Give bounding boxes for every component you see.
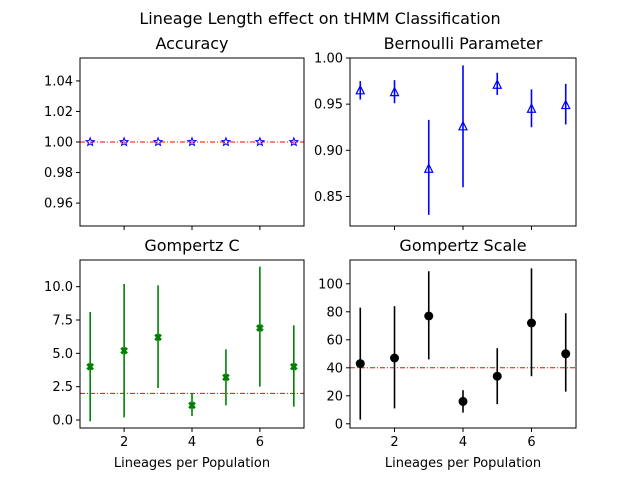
data-point bbox=[390, 353, 400, 363]
y-tick-label: 7.5 bbox=[52, 314, 73, 329]
x-tick-label: 4 bbox=[188, 435, 196, 450]
plot-frame bbox=[349, 57, 577, 227]
y-tick-label: 2.5 bbox=[52, 380, 73, 395]
y-tick-label: 5.0 bbox=[52, 347, 73, 362]
y-tick-label: 0.96 bbox=[44, 197, 73, 212]
panel-gompertz-scale: Gompertz Scale Lineages per Population 0… bbox=[318, 236, 577, 471]
data-point bbox=[222, 373, 230, 382]
y-tick-label: 0 bbox=[335, 417, 343, 432]
panel-bernoulli: Bernoulli Parameter 0.85 0.90 0.95 1.00 bbox=[314, 34, 577, 230]
data-point bbox=[118, 136, 130, 147]
data-point bbox=[423, 162, 434, 173]
data-point bbox=[120, 346, 128, 355]
data-point bbox=[220, 136, 232, 147]
data-point bbox=[289, 362, 298, 371]
data-point bbox=[458, 396, 468, 406]
y-tick-label: 0.95 bbox=[314, 98, 343, 113]
y-tick-label: 1.00 bbox=[314, 52, 343, 67]
data-point bbox=[355, 359, 365, 369]
data-point bbox=[86, 362, 95, 371]
data-point bbox=[492, 78, 503, 89]
panel-accuracy: Accuracy 0.96 0.98 1.00 1.02 1.04 bbox=[44, 34, 305, 230]
data-point bbox=[84, 136, 96, 147]
y-tick-label: 60 bbox=[326, 333, 343, 348]
data-point bbox=[561, 349, 571, 359]
data-point bbox=[458, 120, 468, 131]
data-point bbox=[526, 318, 536, 328]
data-point bbox=[560, 99, 571, 110]
y-tick-label: 10.0 bbox=[44, 280, 73, 295]
y-tick-label: 1.04 bbox=[44, 74, 73, 89]
x-tick-label: 6 bbox=[256, 435, 264, 450]
panel-bernoulli-title: Bernoulli Parameter bbox=[384, 34, 543, 53]
panel-accuracy-title: Accuracy bbox=[155, 34, 228, 53]
panel-gompertz-scale-title: Gompertz Scale bbox=[399, 236, 526, 255]
y-tick-label: 0.0 bbox=[52, 414, 73, 429]
y-tick-label: 80 bbox=[326, 305, 343, 320]
panel-gompertz-c: Gompertz C Lineages per Population 0.0 2.… bbox=[44, 236, 305, 471]
data-point bbox=[288, 136, 300, 147]
data-point bbox=[424, 311, 434, 321]
data-point bbox=[492, 371, 502, 381]
data-point bbox=[154, 333, 162, 342]
y-tick-label: 1.00 bbox=[44, 136, 73, 151]
plot-frame bbox=[79, 57, 305, 227]
y-tick-label: 1.02 bbox=[44, 105, 73, 120]
x-tick-label: 2 bbox=[390, 435, 398, 450]
data-point bbox=[188, 401, 196, 410]
plot-frame bbox=[79, 259, 305, 429]
data-point bbox=[186, 136, 198, 147]
x-tick-label: 4 bbox=[459, 435, 467, 450]
x-tick-label: 6 bbox=[527, 435, 535, 450]
x-tick-label: 2 bbox=[120, 435, 128, 450]
data-point bbox=[256, 324, 264, 332]
y-tick-label: 0.90 bbox=[314, 144, 343, 159]
panel-gompertz-scale-xlabel: Lineages per Population bbox=[385, 456, 541, 471]
data-point bbox=[152, 136, 164, 147]
panel-gompertz-c-xlabel: Lineages per Population bbox=[114, 456, 270, 471]
figure-suptitle: Lineage Length effect on tHMM Classifica… bbox=[139, 9, 500, 28]
y-tick-label: 20 bbox=[326, 389, 343, 404]
data-point bbox=[389, 86, 400, 97]
panel-gompertz-c-title: Gompertz C bbox=[144, 236, 239, 255]
y-tick-label: 100 bbox=[318, 277, 343, 292]
y-tick-label: 0.85 bbox=[314, 190, 343, 205]
data-point bbox=[355, 84, 366, 95]
y-tick-label: 40 bbox=[326, 361, 343, 376]
data-point bbox=[254, 136, 266, 147]
data-point bbox=[526, 102, 537, 113]
y-tick-label: 0.98 bbox=[44, 166, 73, 181]
plot-frame bbox=[349, 259, 577, 429]
